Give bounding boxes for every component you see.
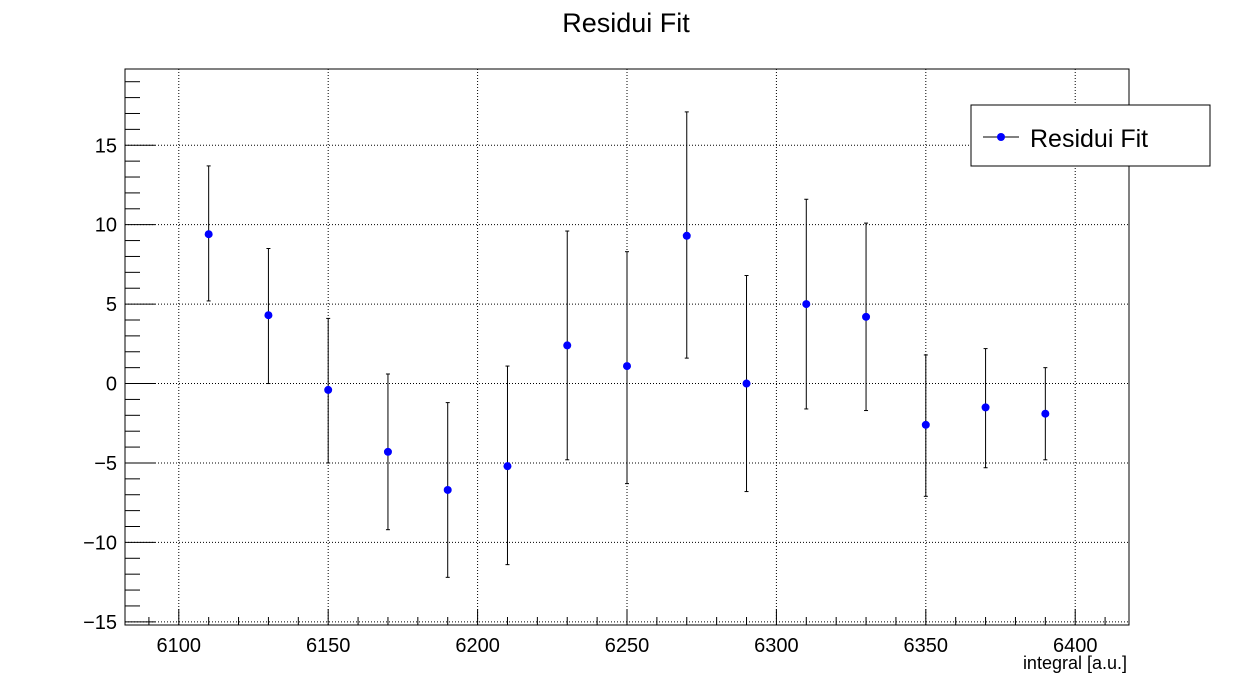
y-tick-label: −10 <box>83 532 117 554</box>
data-point <box>682 231 691 240</box>
x-tick-label: 6100 <box>157 635 202 657</box>
x-tick-label: 6150 <box>306 635 351 657</box>
data-point <box>324 385 333 394</box>
y-tick-label: −5 <box>94 453 117 475</box>
legend-entry-label: Residui Fit <box>1030 125 1148 153</box>
data-point <box>802 300 811 309</box>
data-point <box>1041 409 1050 418</box>
x-tick-label: 6200 <box>455 635 500 657</box>
data-point <box>264 311 273 320</box>
legend-marker <box>997 133 1005 141</box>
x-axis-label: integral [a.u.] <box>1023 653 1127 673</box>
data-point <box>204 230 213 239</box>
x-tick-label: 6250 <box>605 635 650 657</box>
y-tick-label: 10 <box>95 215 117 237</box>
data-points <box>204 111 1050 578</box>
data-point <box>742 379 751 388</box>
data-point <box>383 447 392 456</box>
x-tick-label: 6300 <box>754 635 799 657</box>
data-point <box>563 341 572 350</box>
data-point <box>981 403 990 412</box>
data-point <box>862 312 871 321</box>
data-point <box>443 485 452 494</box>
x-tick-label: 6400 <box>1053 635 1098 657</box>
x-axis: 6100 6150 6200 6250 6300 6350 6400 <box>148 609 1106 657</box>
y-tick-label: −15 <box>83 612 117 634</box>
y-axis: −15 −10 −5 0 5 10 15 <box>83 81 155 634</box>
legend-box <box>970 104 1211 167</box>
data-point <box>623 362 631 371</box>
legend: Residui Fit <box>970 104 1211 167</box>
data-point <box>503 462 512 471</box>
y-tick-label: 15 <box>95 135 117 157</box>
x-tick-label: 6350 <box>904 635 949 657</box>
data-point <box>921 420 930 429</box>
y-tick-label: 5 <box>106 294 117 316</box>
chart-title: Residui Fit <box>562 8 690 38</box>
y-tick-label: 0 <box>106 374 117 396</box>
